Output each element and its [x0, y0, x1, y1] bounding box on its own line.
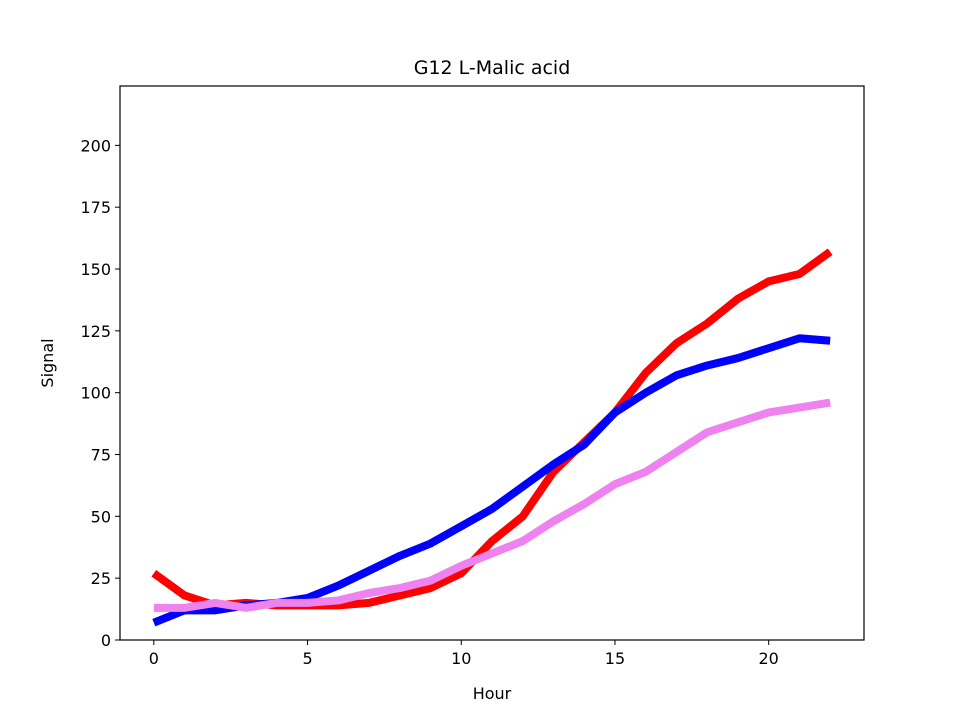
- x-tick-label: 5: [302, 649, 312, 668]
- y-tick-label: 150: [80, 260, 111, 279]
- x-axis-label: Hour: [473, 684, 512, 703]
- y-tick-label: 100: [80, 384, 111, 403]
- y-tick-label: 0: [101, 631, 111, 650]
- y-tick-label: 200: [80, 136, 111, 155]
- y-axis-label: Signal: [38, 338, 57, 387]
- plot-frame: [119, 85, 865, 641]
- y-tick-label: 125: [80, 322, 111, 341]
- x-tick-label: 0: [149, 649, 159, 668]
- x-tick-label: 15: [605, 649, 625, 668]
- y-tick-label: 75: [91, 446, 111, 465]
- line-series: [153, 398, 831, 612]
- chart-title: G12 L-Malic acid: [414, 57, 571, 79]
- x-tick-label: 20: [759, 649, 779, 668]
- y-tick-label: 50: [91, 507, 111, 526]
- x-tick-label: 10: [451, 649, 471, 668]
- y-tick-label: 175: [80, 198, 111, 217]
- y-tick-label: 25: [91, 569, 111, 588]
